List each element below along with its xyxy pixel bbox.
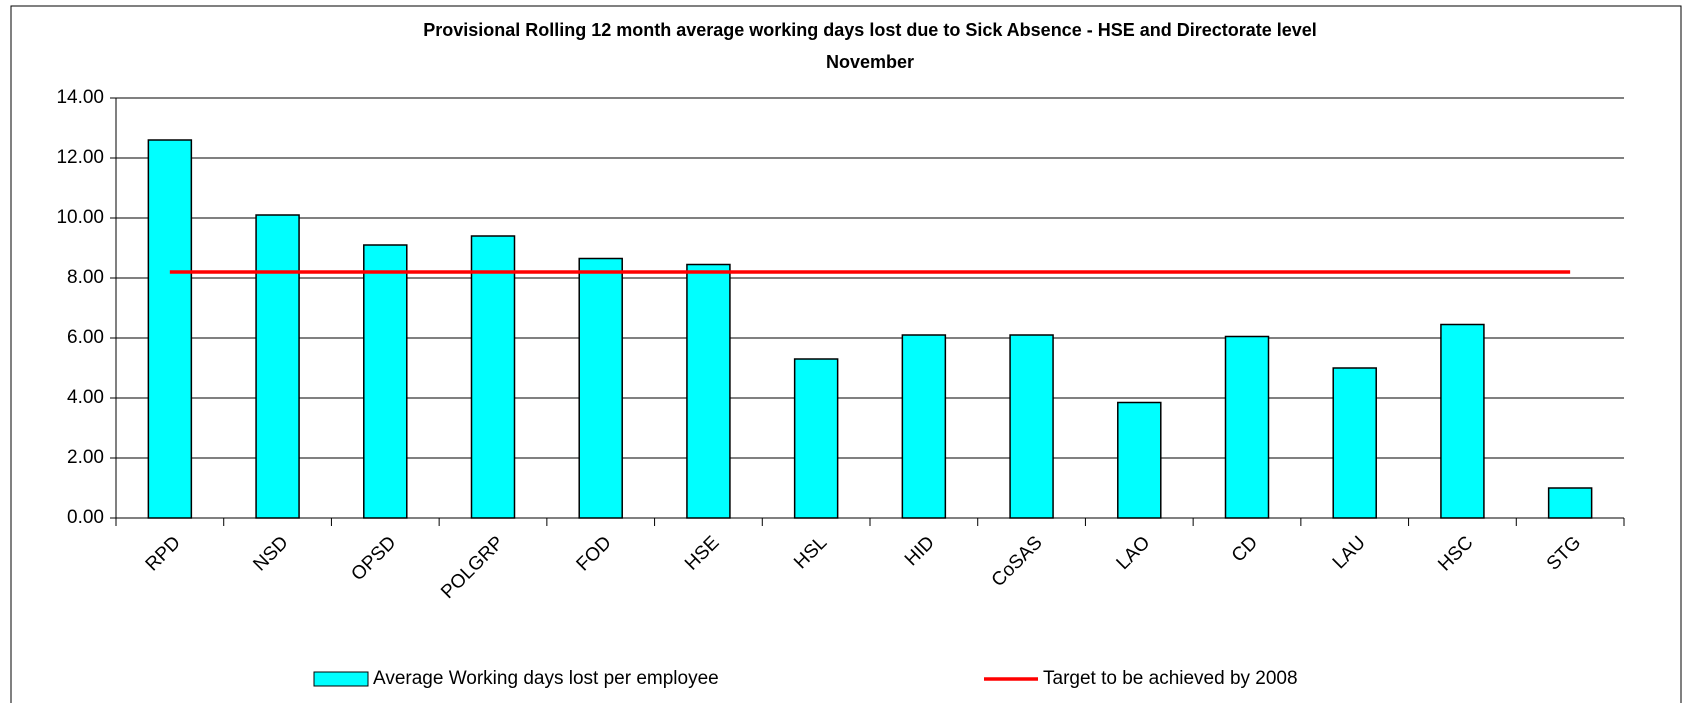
chart-title: Provisional Rolling 12 month average wor…: [423, 20, 1317, 40]
y-tick-label: 10.00: [56, 207, 104, 228]
legend-swatch: [313, 671, 369, 687]
bar: [1117, 401, 1162, 519]
bar: [901, 334, 947, 519]
bar: [470, 235, 516, 519]
bar: [578, 257, 623, 519]
bar: [255, 214, 300, 519]
bar: [1009, 334, 1054, 519]
bar: [1332, 367, 1377, 519]
y-tick-label: 12.00: [56, 147, 104, 168]
bar: [793, 358, 839, 519]
y-tick-label: 6.00: [67, 327, 104, 348]
y-tick-label: 14.00: [56, 87, 104, 108]
y-tick-label: 2.00: [67, 447, 104, 468]
bar: [1547, 487, 1593, 519]
legend-label: Average Working days lost per employee: [373, 668, 719, 689]
legend-label: Target to be achieved by 2008: [1043, 668, 1298, 689]
y-tick-label: 8.00: [67, 267, 104, 288]
y-tick-label: 4.00: [67, 387, 104, 408]
bar: [1440, 323, 1485, 519]
bar: [363, 244, 408, 519]
bar: [1224, 335, 1270, 519]
chart-subtitle: November: [826, 52, 914, 72]
y-tick-label: 0.00: [67, 507, 104, 528]
bar: [147, 139, 193, 519]
bar: [686, 263, 731, 519]
